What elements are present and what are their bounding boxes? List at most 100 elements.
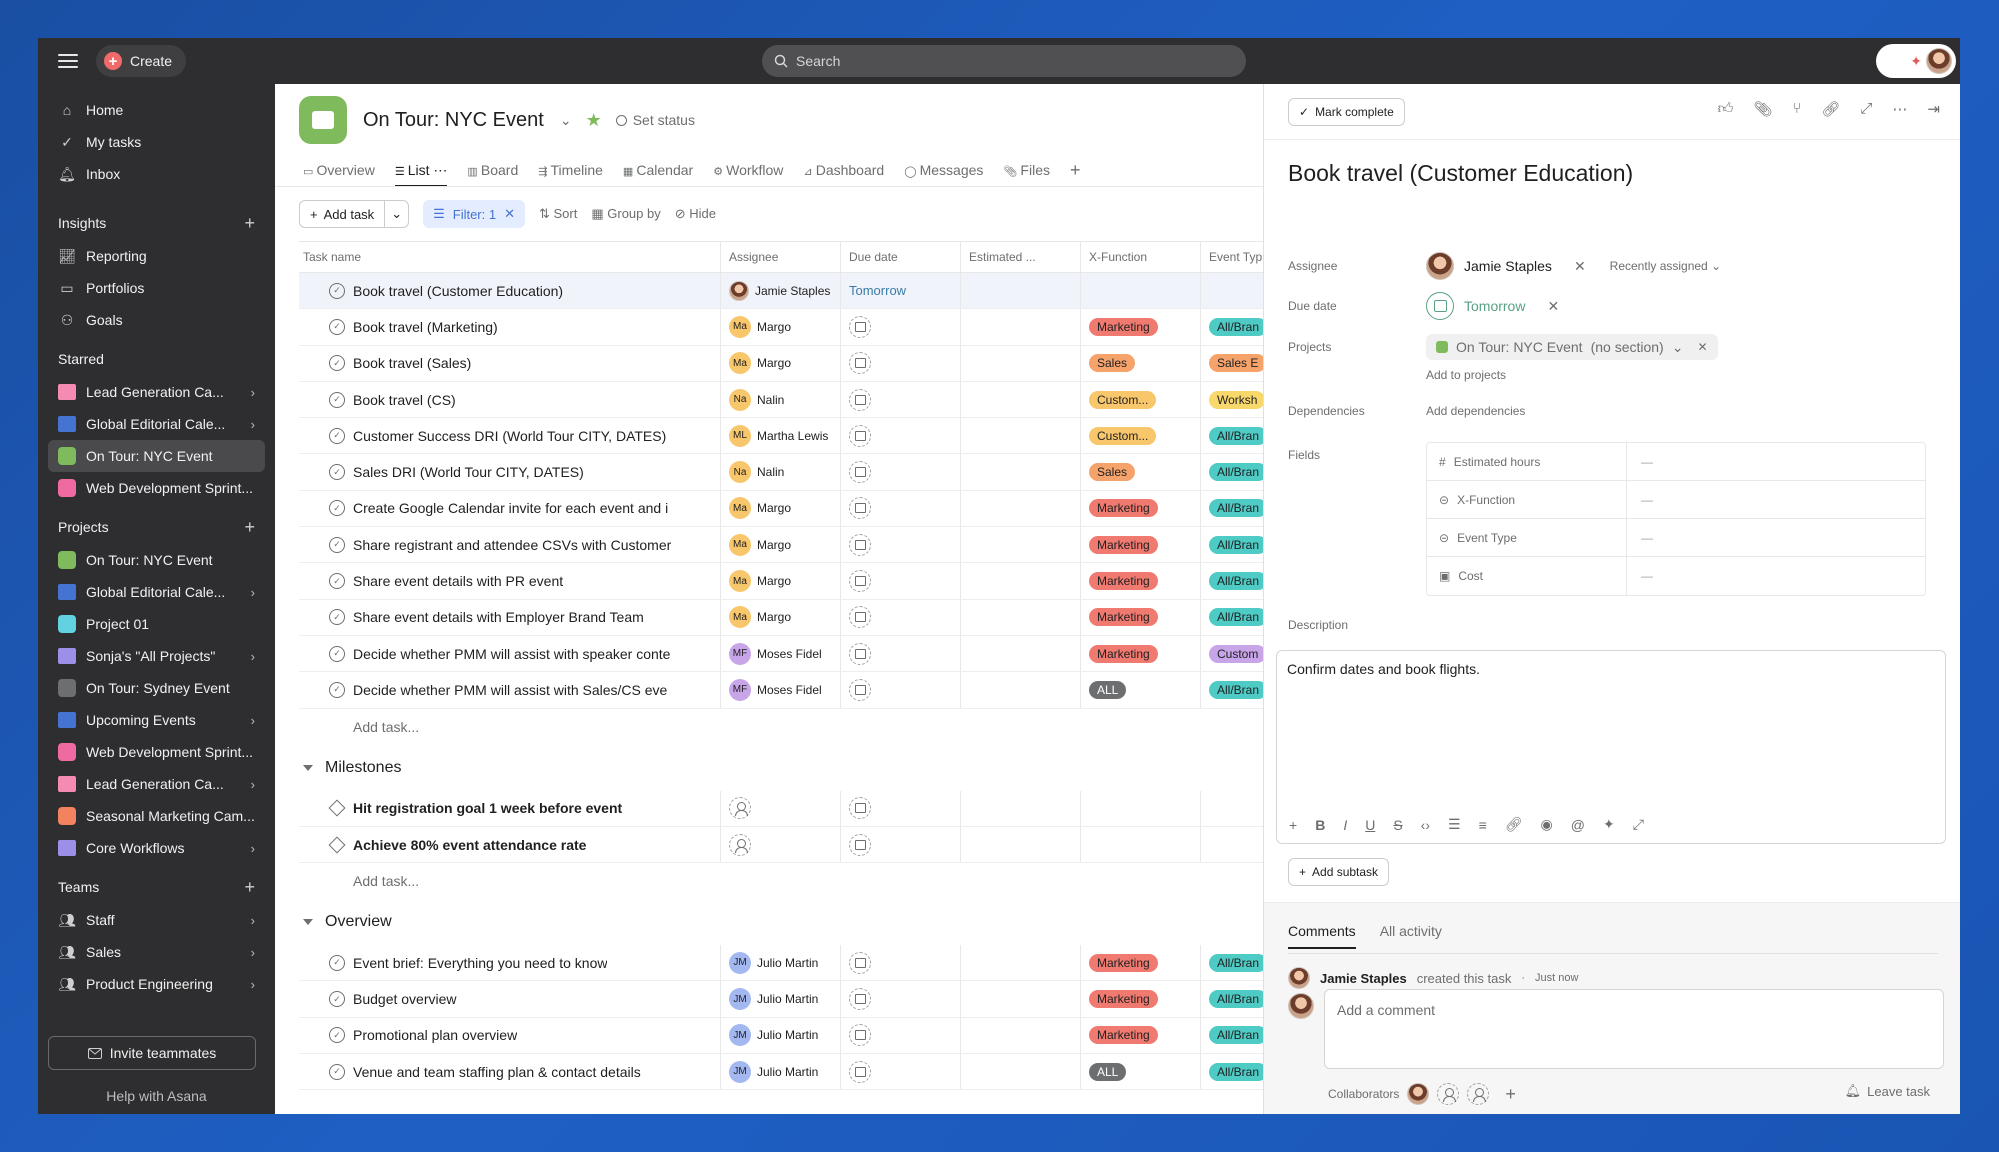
custom-field-row[interactable]: # Estimated hours — xyxy=(1427,443,1925,481)
chevron-right-icon[interactable]: › xyxy=(250,976,255,992)
calendar-icon[interactable] xyxy=(849,461,871,484)
menu-icon[interactable] xyxy=(58,54,78,68)
ai-sparkle-icon[interactable]: ✦ xyxy=(1602,816,1615,832)
task-name[interactable]: Achieve 80% event attendance rate xyxy=(353,836,587,853)
x-function-cell[interactable]: Marketing xyxy=(1081,490,1201,527)
estimated-cell[interactable] xyxy=(961,309,1081,345)
column-x-function[interactable]: X-Function xyxy=(1081,242,1201,272)
due-date-cell[interactable] xyxy=(841,309,961,345)
x-function-cell[interactable]: Sales xyxy=(1081,345,1201,381)
event-type-cell[interactable]: All/Bran xyxy=(1201,945,1263,980)
tab-dashboard[interactable]: ⊿ Dashboard xyxy=(803,162,884,178)
due-date-cell[interactable] xyxy=(841,454,961,490)
calendar-icon[interactable] xyxy=(849,424,871,447)
calendar-icon[interactable] xyxy=(849,497,871,520)
assignee-cell[interactable] xyxy=(721,826,841,863)
complete-check-icon[interactable]: ✓ xyxy=(329,500,345,517)
estimated-cell[interactable] xyxy=(961,672,1081,708)
chevron-down-icon[interactable]: ⌄ xyxy=(391,206,403,221)
add-collaborator-icon[interactable] xyxy=(1437,1083,1460,1105)
bullet-list-icon[interactable]: ☰ xyxy=(1448,816,1461,832)
task-title[interactable]: Book travel (Customer Education) xyxy=(1288,160,1634,186)
event-type-cell[interactable]: Custom xyxy=(1201,636,1263,671)
event-type-cell[interactable] xyxy=(1201,827,1263,862)
due-date-cell[interactable] xyxy=(841,381,961,418)
search-input[interactable]: Search xyxy=(762,45,1246,77)
task-name[interactable]: Decide whether PMM will assist with Sale… xyxy=(353,681,668,698)
chevron-down-icon[interactable]: ⌄ xyxy=(559,111,572,128)
event-type-cell[interactable]: All/Bran xyxy=(1201,981,1263,1016)
assignee-cell[interactable]: MF Moses Fidel xyxy=(721,635,841,672)
sidebar-item[interactable]: Global Editorial Cale... › xyxy=(38,576,275,608)
calendar-icon[interactable] xyxy=(849,951,871,974)
estimated-cell[interactable] xyxy=(961,790,1081,826)
due-date-cell[interactable] xyxy=(841,981,961,1017)
table-row[interactable]: ✓ Share registrant and attendee CSVs with… xyxy=(299,527,1263,564)
tab-all-activity[interactable]: All activity xyxy=(1379,923,1442,939)
chevron-down-icon[interactable]: ⌄ xyxy=(1671,338,1684,355)
chevron-right-icon[interactable]: › xyxy=(250,776,255,792)
add-tab-icon[interactable]: + xyxy=(1069,159,1081,180)
calendar-icon[interactable] xyxy=(849,642,871,665)
due-date-cell[interactable] xyxy=(841,1054,961,1090)
unassigned-icon[interactable] xyxy=(729,797,751,820)
custom-field-row[interactable]: ⊝ Event Type — xyxy=(1427,519,1925,557)
column-estimated[interactable]: Estimated ... xyxy=(961,242,1081,272)
underline-icon[interactable]: U xyxy=(1365,816,1376,833)
more-icon[interactable]: ⋯ xyxy=(1892,101,1908,118)
tab-timeline[interactable]: ⇶ Timeline xyxy=(538,162,603,178)
estimated-cell[interactable] xyxy=(961,945,1081,981)
table-row[interactable]: ✓ Decide whether PMM will assist with Sal… xyxy=(299,672,1263,709)
sidebar-item[interactable]: Lead Generation Ca... › xyxy=(38,768,275,800)
collapse-triangle-icon[interactable] xyxy=(303,764,313,771)
sidebar-item[interactable]: 👥︎ Staff › xyxy=(38,904,275,936)
x-function-cell[interactable]: ALL xyxy=(1081,1054,1201,1090)
project-chip[interactable]: On Tour: NYC Event (no section) ⌄ ✕ xyxy=(1426,334,1718,360)
due-date-cell[interactable] xyxy=(841,563,961,599)
x-function-cell[interactable]: Sales xyxy=(1081,454,1201,490)
expand-icon[interactable]: ⤢ xyxy=(1632,816,1644,832)
italic-icon[interactable]: I xyxy=(1343,816,1348,833)
add-dependencies-link[interactable]: Add dependencies xyxy=(1426,404,1526,418)
due-date-cell[interactable] xyxy=(841,635,961,672)
task-name[interactable]: Share event details with PR event xyxy=(353,573,564,590)
due-date-cell[interactable] xyxy=(841,826,961,863)
assignee-cell[interactable]: Ma Margo xyxy=(721,599,841,635)
add-collaborator-icon[interactable] xyxy=(1467,1083,1490,1105)
chevron-right-icon[interactable]: › xyxy=(250,912,255,928)
due-date-cell[interactable]: Tomorrow xyxy=(841,273,961,309)
calendar-icon[interactable] xyxy=(849,352,871,375)
event-type-cell[interactable]: Sales E xyxy=(1201,346,1263,381)
estimated-cell[interactable] xyxy=(961,381,1081,418)
more-icon[interactable]: ⋯ xyxy=(429,161,448,178)
invite-teammates-button[interactable]: Invite teammates xyxy=(48,1036,256,1070)
tab-messages[interactable]: ◯ Messages xyxy=(904,162,983,178)
task-name[interactable]: Share event details with Employer Brand … xyxy=(353,609,644,626)
task-name[interactable]: Book travel (Sales) xyxy=(353,355,472,372)
sidebar-item[interactable]: On Tour: NYC Event xyxy=(38,544,275,576)
calendar-icon[interactable] xyxy=(849,678,871,701)
calendar-icon[interactable] xyxy=(849,606,871,629)
table-row[interactable]: ✓ Create Google Calendar invite for each … xyxy=(299,490,1263,528)
hide-button[interactable]: ⊘ Hide xyxy=(674,206,717,221)
calendar-icon[interactable] xyxy=(849,388,871,411)
close-icon[interactable]: ✕ xyxy=(1547,297,1560,314)
assignee-cell[interactable]: Ma Margo xyxy=(721,563,841,599)
sidebar-item[interactable]: On Tour: Sydney Event xyxy=(38,672,275,704)
event-type-cell[interactable]: All/Bran xyxy=(1201,418,1263,453)
add-insight-icon[interactable]: + xyxy=(244,212,255,233)
complete-check-icon[interactable]: ✓ xyxy=(329,536,345,553)
complete-check-icon[interactable]: ✓ xyxy=(329,427,345,444)
assignee-cell[interactable]: JM Julio Martin xyxy=(721,1017,841,1054)
tab-board[interactable]: ▥ Board xyxy=(467,162,518,178)
calendar-icon[interactable] xyxy=(849,570,871,593)
complete-check-icon[interactable]: ✓ xyxy=(329,681,345,698)
event-type-cell[interactable]: All/Bran xyxy=(1201,563,1263,598)
leave-task-button[interactable]: 🔔︎ Leave task xyxy=(1845,1083,1930,1099)
sidebar-item[interactable]: Global Editorial Cale... › xyxy=(38,408,275,440)
mark-complete-button[interactable]: ✓ Mark complete xyxy=(1288,97,1405,126)
x-function-cell[interactable]: Marketing xyxy=(1081,309,1201,345)
recently-assigned-dropdown[interactable]: Recently assigned ⌄ xyxy=(1609,259,1722,273)
close-icon[interactable]: ✕ xyxy=(504,206,515,221)
description-text[interactable]: Confirm dates and book flights. xyxy=(1287,661,1480,677)
